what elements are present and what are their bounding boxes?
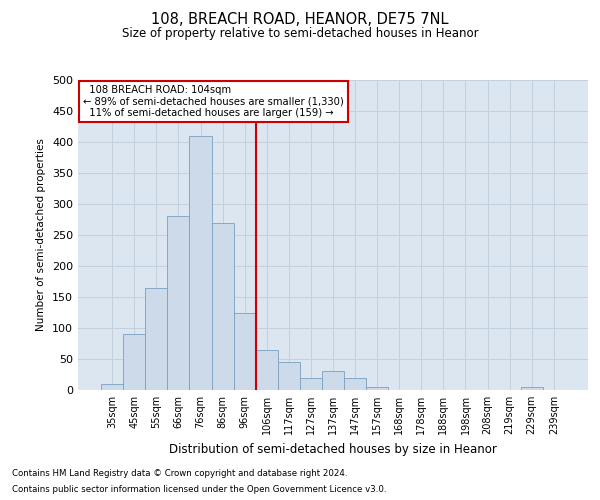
Bar xyxy=(190,136,212,390)
Text: Contains public sector information licensed under the Open Government Licence v3: Contains public sector information licen… xyxy=(12,485,386,494)
Text: 108, BREACH ROAD, HEANOR, DE75 7NL: 108, BREACH ROAD, HEANOR, DE75 7NL xyxy=(151,12,449,28)
Bar xyxy=(212,222,233,390)
Bar xyxy=(300,378,322,390)
Bar xyxy=(366,387,388,390)
X-axis label: Distribution of semi-detached houses by size in Heanor: Distribution of semi-detached houses by … xyxy=(169,442,497,456)
Bar xyxy=(123,334,145,390)
Bar xyxy=(233,312,256,390)
Text: 108 BREACH ROAD: 104sqm
← 89% of semi-detached houses are smaller (1,330)
  11% : 108 BREACH ROAD: 104sqm ← 89% of semi-de… xyxy=(83,84,344,118)
Bar xyxy=(145,288,167,390)
Text: Contains HM Land Registry data © Crown copyright and database right 2024.: Contains HM Land Registry data © Crown c… xyxy=(12,468,347,477)
Bar xyxy=(344,378,366,390)
Bar xyxy=(167,216,190,390)
Bar xyxy=(101,384,123,390)
Bar xyxy=(322,372,344,390)
Bar xyxy=(521,387,543,390)
Text: Size of property relative to semi-detached houses in Heanor: Size of property relative to semi-detach… xyxy=(122,28,478,40)
Y-axis label: Number of semi-detached properties: Number of semi-detached properties xyxy=(37,138,46,332)
Bar xyxy=(256,350,278,390)
Bar xyxy=(278,362,300,390)
